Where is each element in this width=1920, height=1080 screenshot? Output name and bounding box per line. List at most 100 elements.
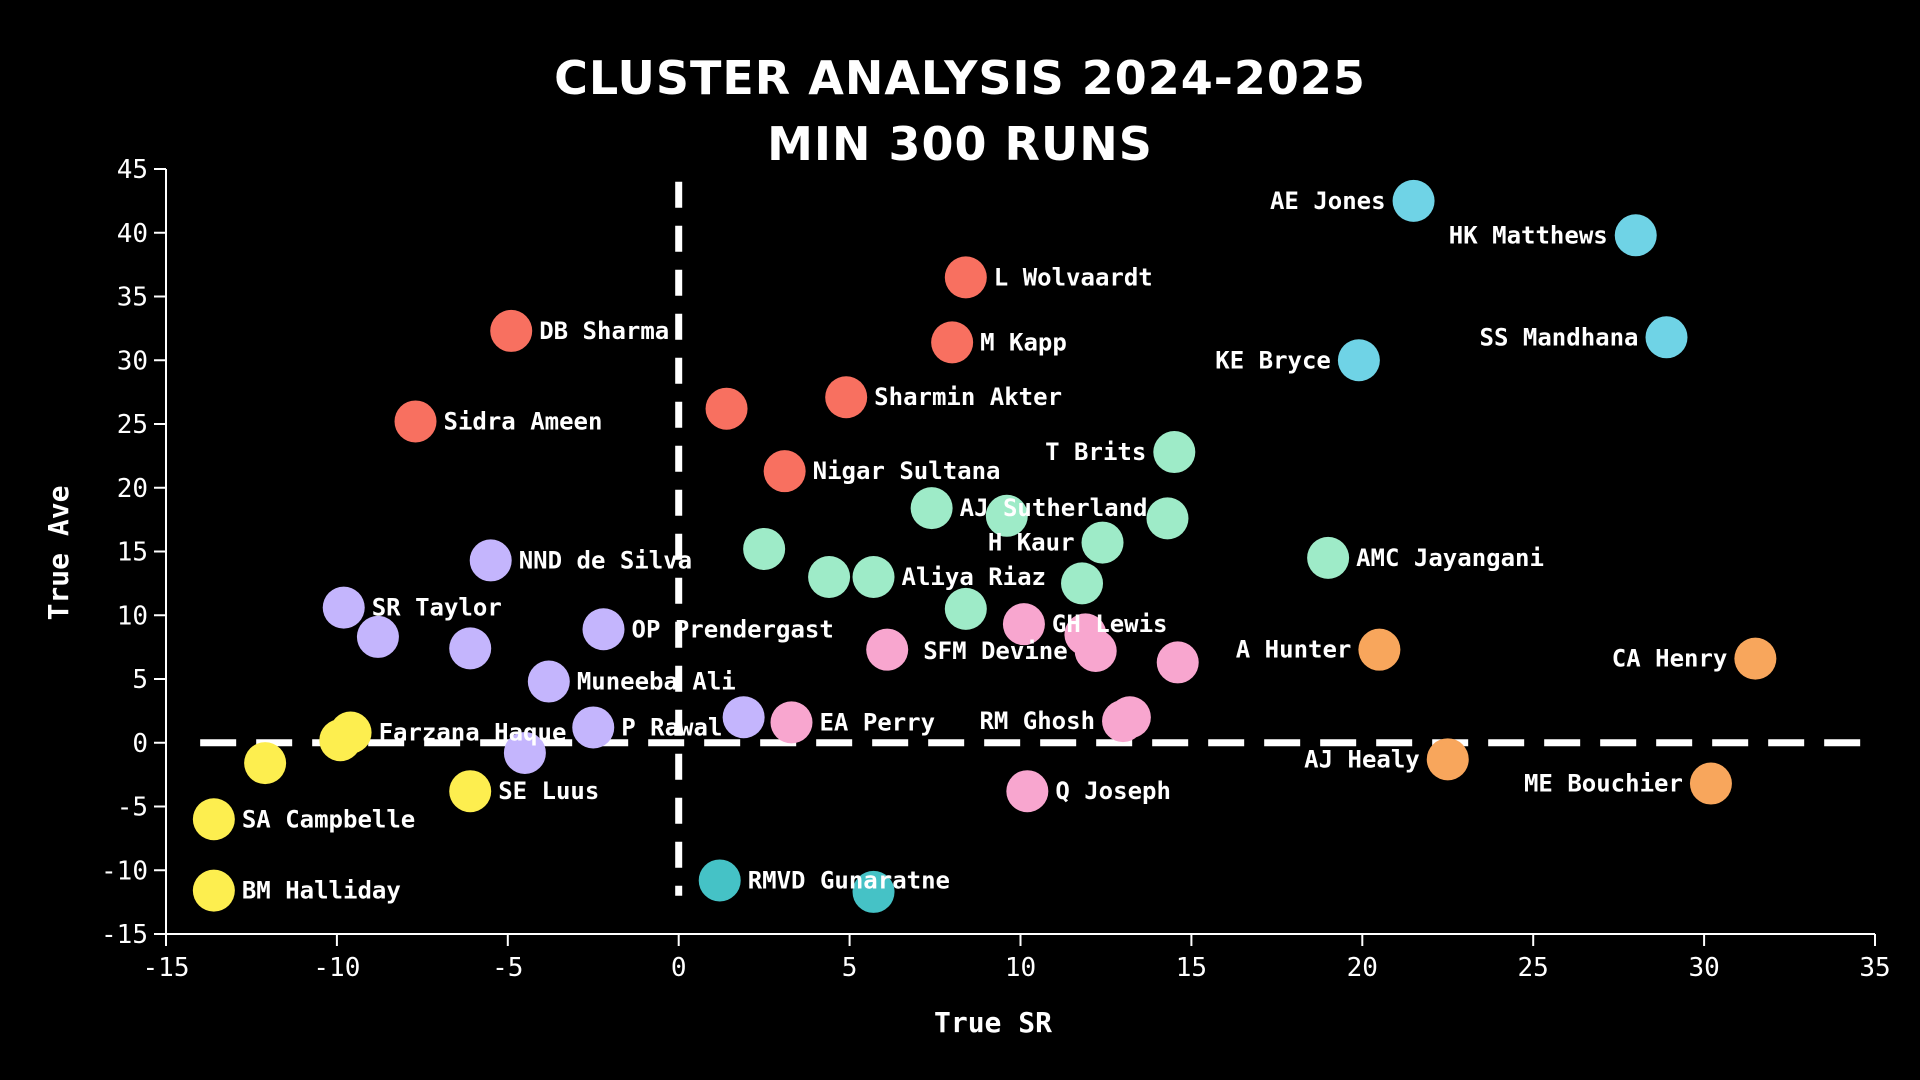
data-point: [770, 701, 813, 744]
y-tick-label: 45: [117, 155, 148, 185]
data-point: [1358, 628, 1401, 671]
data-point: [743, 527, 786, 570]
y-tick-label: 10: [117, 601, 148, 631]
data-point: [192, 869, 235, 912]
point-label: AJ Healy: [1304, 745, 1420, 773]
point-label: AJ Sutherland: [960, 494, 1148, 522]
y-tick-label: -5: [117, 793, 148, 823]
x-tick-label: -10: [313, 953, 360, 983]
data-point: [698, 859, 741, 902]
point-label: Aliya Riaz: [902, 563, 1047, 591]
point-label: AE Jones: [1270, 187, 1386, 215]
data-point: [1074, 629, 1117, 672]
point-label: RM Ghosh: [979, 707, 1095, 735]
axes: -15 -10 -5 0 5 10 15 20 25 30 35 40 45 -15 -10 -5 0 5 10 15…: [101, 155, 1891, 983]
data-point: [582, 608, 625, 651]
y-tick-label: 0: [132, 729, 148, 759]
data-point: [1337, 339, 1380, 382]
y-axis-title: True Ave: [42, 486, 75, 621]
data-point: [527, 660, 570, 703]
data-point: [572, 706, 615, 749]
reference-lines: [200, 181, 1869, 896]
point-label: Nigar Sultana: [813, 457, 1001, 485]
data-points: [192, 179, 1777, 913]
data-point: [469, 539, 512, 582]
data-point: [763, 450, 806, 493]
x-tick-label: 10: [1005, 953, 1036, 983]
point-label: Farzana Haque: [379, 719, 567, 747]
data-point: [1061, 562, 1104, 605]
data-point: [1002, 603, 1045, 646]
data-point: [1102, 700, 1145, 743]
y-tick-label: 25: [117, 410, 148, 440]
data-point: [449, 770, 492, 813]
data-point: [944, 587, 987, 630]
data-point: [852, 556, 895, 598]
data-point: [490, 309, 533, 352]
point-label: H Kaur: [988, 529, 1075, 557]
data-point: [1006, 770, 1049, 813]
data-point: [1689, 762, 1732, 805]
point-label: SFM Devine: [923, 637, 1068, 665]
x-tick-label: 5: [842, 953, 858, 983]
x-tick-label: 20: [1347, 953, 1378, 983]
chart-title: CLUSTER ANALYSIS 2024-2025: [554, 51, 1366, 105]
y-tick-label: 40: [117, 219, 148, 249]
y-tick-label: -10: [101, 856, 148, 886]
point-label: ME Bouchier: [1524, 770, 1683, 798]
point-label: AMC Jayangani: [1356, 544, 1544, 572]
data-point: [322, 586, 365, 629]
point-label: NND de Silva: [519, 546, 692, 574]
point-label: BM Halliday: [242, 877, 401, 905]
point-label: L Wolvaardt: [994, 263, 1153, 291]
data-point: [192, 798, 235, 841]
point-label: SR Taylor: [372, 594, 502, 622]
data-point: [1081, 521, 1124, 564]
point-labels: AE Jones HK Matthews SS Mandhana KE Bryce L …: [242, 187, 1728, 905]
x-tick-label: 15: [1176, 953, 1207, 983]
point-label: RMVD Gunaratne: [748, 866, 950, 894]
data-point: [985, 494, 1028, 537]
point-label: Sidra Ameen: [444, 407, 603, 435]
y-tick-label: 30: [117, 346, 148, 376]
point-label: T Brits: [1045, 438, 1146, 466]
y-tick-label: 5: [132, 665, 148, 695]
data-point: [356, 615, 399, 658]
x-axis-title: True SR: [934, 1006, 1052, 1039]
point-label: SS Mandhana: [1480, 323, 1639, 351]
point-label: CA Henry: [1612, 645, 1728, 673]
data-point: [319, 719, 362, 762]
data-point: [944, 256, 987, 299]
point-label: M Kapp: [980, 328, 1067, 356]
y-tick-label: -15: [101, 920, 148, 950]
data-point: [808, 556, 851, 598]
data-point: [449, 627, 492, 670]
y-tick-label: 35: [117, 283, 148, 313]
point-label: KE Bryce: [1215, 346, 1331, 374]
point-label: GH Lewis: [1052, 610, 1168, 638]
point-label: HK Matthews: [1449, 221, 1608, 249]
data-point: [503, 731, 546, 774]
point-label: SE Luus: [498, 777, 599, 805]
x-tick-label: 30: [1688, 953, 1719, 983]
data-point: [722, 696, 765, 739]
data-point: [1153, 431, 1196, 474]
x-tick-label: -15: [143, 953, 190, 983]
x-tick-label: -5: [492, 953, 523, 983]
data-point: [910, 487, 953, 530]
data-point: [1307, 536, 1350, 579]
chart-subtitle: MIN 300 RUNS: [767, 117, 1153, 171]
data-point: [1645, 316, 1688, 359]
point-label: OP Prendergast: [632, 615, 834, 643]
x-tick-label: 35: [1859, 953, 1890, 983]
data-point: [705, 387, 748, 430]
point-label: DB Sharma: [539, 317, 669, 345]
data-point: [1734, 637, 1777, 680]
point-label: SA Campbelle: [242, 805, 415, 833]
data-point: [1146, 497, 1189, 540]
y-tick-label: 15: [117, 538, 148, 568]
data-point: [866, 628, 909, 671]
point-label: EA Perry: [819, 708, 935, 736]
